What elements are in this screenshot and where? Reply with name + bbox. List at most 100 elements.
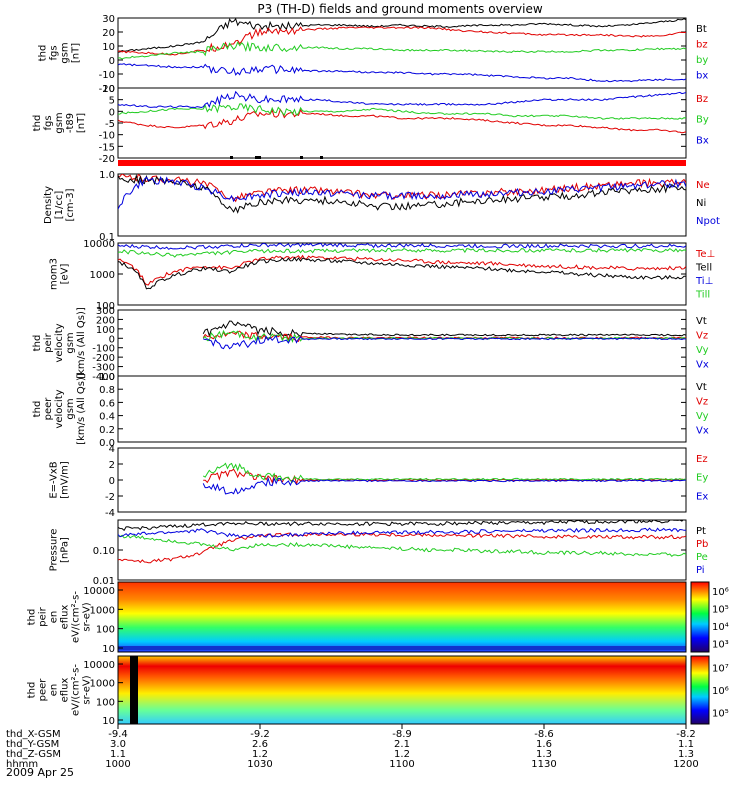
y-tick-label: 10000 — [83, 586, 115, 597]
y-tick-label: -4 — [105, 508, 115, 519]
ylabel-line: eflux — [60, 605, 71, 630]
quality-flag-bar — [118, 160, 686, 166]
xrow-value: 1.6 — [536, 739, 552, 750]
xrow-value: 1000 — [105, 759, 130, 770]
legend-Bt: Bt — [696, 24, 707, 35]
series-line-Pi — [118, 527, 686, 539]
xrow-value: 1.3 — [678, 749, 694, 760]
ylabel-line: fgs — [49, 45, 60, 60]
ylabel-line: gsm — [65, 398, 76, 419]
series-group — [202, 320, 686, 350]
y-tick-label: 1000 — [90, 270, 115, 281]
date-label: 2009 Apr 25 — [6, 766, 74, 779]
series-line-Pt — [118, 520, 684, 532]
y-tick-label: 1.0 — [99, 170, 115, 181]
xrow-value: 1.2 — [252, 749, 268, 760]
y-tick-label: -2 — [105, 492, 115, 503]
ylabel-line: [cm-3] — [65, 188, 76, 221]
panel-peer_spec: thd peer en eflux eV/(cm²-s-sr-eV) 10⁵ 10⁶ 10⁷ 1… — [27, 655, 729, 727]
y-tick-label: 1000 — [90, 679, 115, 690]
series-group — [118, 243, 686, 290]
ylabel-line: [nT] — [71, 43, 82, 63]
y-tick-label: 0 — [109, 56, 115, 67]
y-tick-label: 200 — [96, 315, 115, 326]
y-tick-label: 2 — [109, 460, 115, 471]
colorbar-tick-label: 10⁶ — [712, 686, 729, 697]
y-tick-label: -100 — [92, 344, 115, 355]
series-line-Till — [118, 247, 686, 258]
ylabel-line: mom3 — [49, 258, 60, 290]
colorbar-tick-label: 10⁴ — [712, 622, 729, 633]
xrow-label: thd_Y-GSM — [6, 739, 59, 750]
legend-Bx: Bx — [696, 135, 709, 146]
series-line-By — [118, 103, 686, 120]
panel-frame — [117, 375, 687, 443]
legend-Pb: Pb — [696, 539, 708, 550]
y-tick-label: 5 — [109, 96, 115, 107]
y-tick-label: 30 — [102, 14, 115, 25]
ylabel-line: eflux — [60, 678, 71, 703]
legend-Ey: Ey — [696, 473, 708, 484]
ylabel-line: fgs — [43, 115, 54, 130]
series-line-Ti⊥ — [118, 243, 686, 250]
series-group — [118, 520, 686, 564]
xrow-value: -8.9 — [392, 729, 412, 740]
y-tick-label: 0 — [109, 107, 115, 118]
ylabel-line: -t89 — [65, 113, 76, 133]
xrow-value: 1200 — [673, 759, 698, 770]
panel-peir_velocity: thd peir velocity gsm [km/s (All Qs)] -400-30… — [32, 306, 709, 383]
y-tick-label: 0.0 — [99, 438, 115, 449]
flag-marker — [320, 156, 323, 159]
legend-Ti⊥: Ti⊥ — [695, 276, 713, 287]
legend-Till: Till — [695, 290, 710, 301]
ylabel-line: sr-eV) — [82, 602, 93, 631]
xrow-label: hhmm — [6, 759, 38, 770]
y-tick-label: 0.1 — [99, 232, 115, 243]
y-tick-label: 1.0 — [99, 372, 115, 383]
ylabel-line: peer — [38, 678, 49, 702]
xrow-value: 1100 — [389, 759, 414, 770]
y-tick-label: 100 — [96, 697, 115, 708]
legend-Ez: Ez — [696, 454, 708, 465]
series-group — [118, 174, 686, 214]
panel-peir_spec: thd peir en eflux eV/(cm²-s-sr-eV) 10³ 10⁴ 10⁵ 1… — [27, 581, 729, 655]
legend-Vt: Vt — [696, 382, 707, 393]
y-tick-label: -300 — [92, 363, 115, 374]
series-line-Bz — [118, 108, 686, 134]
legend-Vy: Vy — [696, 411, 709, 422]
colorbar — [690, 581, 710, 653]
ylabel-line: [nPa] — [60, 537, 71, 563]
ylabel-line: en — [49, 611, 60, 624]
xrow-value: 1130 — [531, 759, 556, 770]
ylabel-line: thd — [38, 45, 49, 62]
series-line-Ey — [202, 462, 686, 483]
y-tick-label: -15 — [99, 142, 115, 153]
data-gap — [130, 656, 138, 724]
ylabel-line: thd — [32, 335, 43, 352]
ylabel-line: velocity — [54, 389, 65, 428]
legend-Npot: Npot — [696, 216, 720, 227]
y-tick-label: 10 — [102, 42, 115, 53]
legend-Pi: Pi — [696, 565, 705, 576]
ylabel-line: [eV] — [60, 264, 71, 285]
legend-by: by — [696, 55, 708, 66]
legend-Vz: Vz — [696, 397, 708, 408]
ylabel-line: eV/(cm²-s- — [71, 664, 82, 716]
panel-frame — [117, 87, 687, 159]
legend-Pt: Pt — [696, 526, 706, 537]
xrow-value: 2.1 — [394, 739, 410, 750]
ylabel-line: sr-eV) — [82, 675, 93, 704]
panel-frame — [117, 309, 687, 377]
legend-Vy: Vy — [696, 345, 709, 356]
colorbar — [690, 655, 710, 725]
spectrogram-image — [118, 582, 686, 652]
y-tick-label: 10 — [102, 716, 115, 727]
legend-bx: bx — [696, 71, 708, 82]
ylabel-line: gsm — [60, 42, 71, 63]
legend-Vz: Vz — [696, 331, 708, 342]
xrow-value: 1.3 — [536, 749, 552, 760]
colorbar-tick-label: 10³ — [712, 639, 729, 650]
ylabel-line: gsm — [65, 332, 76, 353]
ylabel-line: E=-VxB — [49, 461, 60, 498]
legend-Ex: Ex — [696, 491, 708, 502]
